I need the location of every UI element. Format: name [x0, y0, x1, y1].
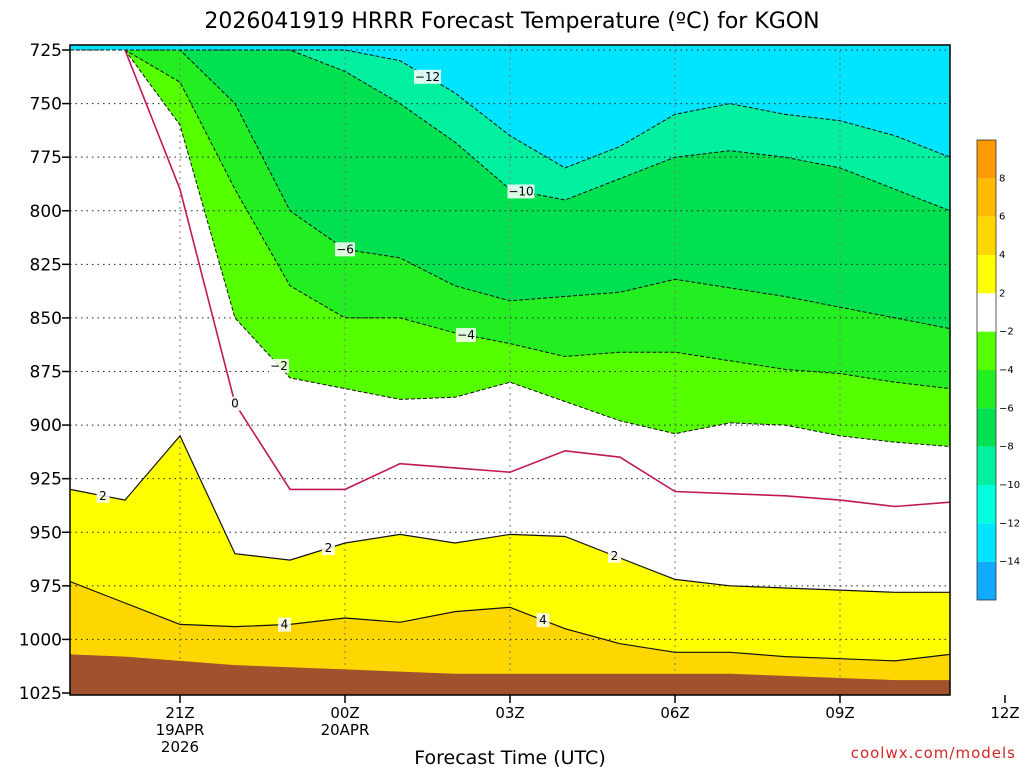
contour-label: 4: [281, 618, 289, 632]
colorbar-swatch: [977, 561, 996, 600]
contour-label-box: [278, 617, 291, 632]
contour-label: −12: [415, 70, 440, 84]
y-tick-label: 825: [30, 255, 62, 275]
contour-label: 4: [539, 613, 547, 627]
colorbar: 8 6 4 2 −2 −4 −6 −8 −10 −12 −14: [976, 139, 1020, 601]
colorbar-swatch: [977, 523, 996, 562]
y-tick-label: 850: [30, 309, 62, 329]
contour-label: −2: [270, 359, 288, 373]
x-tick-label: 21Z: [165, 704, 194, 722]
x-tick-label: 06Z: [660, 704, 689, 722]
chart-title: 2026041919 HRRR Forecast Temperature (ºC…: [204, 9, 819, 34]
colorbar-swatch: [977, 178, 996, 217]
y-tick-label: 1025: [19, 684, 62, 704]
colorbar-tick-label: 4: [999, 250, 1005, 261]
colorbar-swatch: [977, 408, 996, 447]
contour-label: 2: [99, 489, 107, 503]
y-tick-label: 875: [30, 363, 62, 383]
colorbar-frame: [976, 139, 997, 601]
plot-area: [70, 45, 950, 695]
colorbar-swatch: [977, 255, 996, 294]
contour-labels: −12 −10 −6 −4 −2 0 2 2 2 4 4: [96, 69, 621, 632]
y-tick-label: 900: [30, 416, 62, 436]
colorbar-swatch: [977, 293, 996, 332]
colorbar-tick-label: −14: [999, 557, 1020, 568]
y-tick-label: 775: [30, 148, 62, 168]
colorbar-tick-label: 8: [999, 173, 1005, 184]
colorbar-tick-label: −6: [999, 403, 1014, 414]
contour-label-box: [335, 242, 355, 257]
credit-link[interactable]: coolwx.com/models: [851, 744, 1016, 762]
colorbar-swatch: [977, 140, 996, 179]
colorbar-swatch: [977, 331, 996, 370]
y-tick-label: 725: [30, 41, 62, 61]
y-tick-label: 800: [30, 202, 62, 222]
x-tick-label: 12Z: [990, 704, 1019, 722]
contour-label: 2: [325, 541, 333, 555]
x-tick-label: 20APR: [321, 721, 370, 739]
colorbar-tick-label: −4: [999, 365, 1014, 376]
contour-label-box: [414, 69, 441, 84]
contour-line-4: [70, 580, 950, 662]
contour-label: 2: [611, 549, 619, 563]
contour-label-box: [96, 488, 110, 503]
contour-label-box: [456, 328, 476, 343]
colorbar-tick-label: −8: [999, 442, 1014, 453]
colorbar-swatch: [977, 446, 996, 485]
contour-label: −4: [457, 328, 475, 342]
x-tick-label: 09Z: [825, 704, 854, 722]
contour-label-box: [507, 184, 535, 199]
y-tick-label: 1000: [19, 630, 62, 650]
contour-label: −6: [336, 242, 354, 256]
colorbar-swatch: [977, 370, 996, 409]
colorbar-tick-label: −2: [999, 327, 1014, 338]
colorbar-tick-label: −12: [999, 518, 1020, 529]
contour-label-box: [536, 613, 550, 628]
contour-line-0: [124, 49, 950, 508]
x-tick-label: 00Z: [330, 704, 359, 722]
y-tick-label: 925: [30, 470, 62, 490]
x-axis-label: Forecast Time (UTC): [414, 747, 605, 768]
contour-label: −10: [508, 184, 533, 198]
contour-label-box: [322, 541, 335, 556]
colorbar-swatch: [977, 485, 996, 524]
colorbar-tick-label: 2: [999, 288, 1005, 299]
fill-4-to-6: [70, 581, 950, 695]
x-tick-label: 2026: [161, 738, 199, 756]
contour-line-minus4: [70, 49, 950, 390]
colorbar-tick-label: −10: [999, 480, 1020, 491]
colorbar-swatch: [977, 216, 996, 255]
y-tick-label: 750: [30, 95, 62, 115]
ground-surface: [70, 654, 950, 695]
contour-label: 0: [231, 397, 239, 411]
contour-label-box: [228, 396, 242, 411]
colorbar-tick-label: 6: [999, 212, 1005, 223]
contour-label-box: [269, 358, 289, 373]
contour-line-minus6: [70, 49, 950, 330]
contour-label-box: [608, 548, 621, 563]
y-tick-label: 950: [30, 523, 62, 543]
x-tick-label: 03Z: [495, 704, 524, 722]
y-axis: 725 750 775 800 825 850 875 900 925 950 975 1000 102…: [19, 41, 70, 704]
y-tick-label: 975: [30, 577, 62, 597]
contour-line-2: [70, 434, 950, 593]
x-tick-label: 19APR: [156, 721, 205, 739]
